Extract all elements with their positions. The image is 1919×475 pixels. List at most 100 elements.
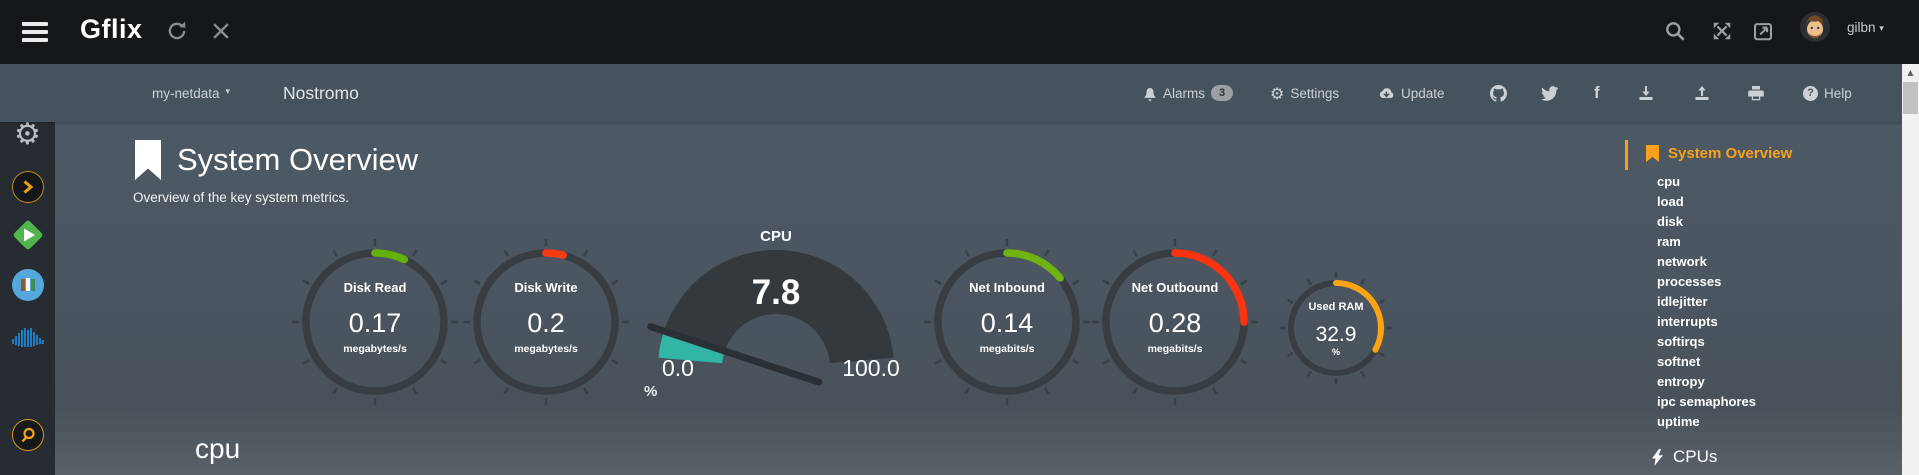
github-link[interactable] [1490,64,1507,122]
print-button[interactable] [1748,64,1764,122]
menu-item-softirqs[interactable]: softirqs [1657,334,1705,349]
gauge-disk-read[interactable]: Disk Read 0.17 megabytes/s [290,237,460,407]
alarms-label: Alarms [1163,85,1206,101]
gauge-value: 0.28 [1148,308,1202,338]
import-snapshot-button[interactable] [1638,64,1654,122]
menu-item-softnet[interactable]: softnet [1657,354,1701,369]
cpu-gauge-value: 7.8 [751,273,801,312]
alarms-button[interactable]: Alarms 3 [1143,64,1234,122]
gauge-label: Net Outbound [1131,280,1219,295]
menu-item-idlejitter[interactable]: idlejitter [1657,294,1708,309]
upload-icon [1695,85,1709,100]
twitter-link[interactable] [1541,64,1558,122]
search-icon[interactable] [1664,20,1686,42]
menu-item-disk[interactable]: disk [1657,214,1684,229]
app-title: Gflix [80,14,143,44]
emby-app-icon[interactable] [11,219,44,251]
refresh-icon[interactable] [166,20,188,42]
twitter-icon [1541,85,1558,101]
settings-label: Settings [1290,85,1340,101]
fullscreen-icon[interactable] [1711,20,1733,42]
hostname-label[interactable]: Nostromo [283,82,359,103]
menu-item-cpu[interactable]: cpu [1657,174,1681,189]
user-avatar[interactable] [1800,12,1830,42]
user-menu[interactable]: gilbn ▾ [1847,20,1884,35]
cpu-gauge-min: 0.0 [662,355,694,381]
new-tab-icon[interactable] [1752,20,1774,42]
menu-item-ipc-semaphores[interactable]: ipc semaphores [1657,394,1756,409]
plex-chevron-icon [23,180,33,194]
menu-item-interrupts[interactable]: interrupts [1657,314,1718,329]
menu-item-ram[interactable]: ram [1657,234,1681,249]
cpu-gauge-title: CPU [760,228,792,245]
plex-app-icon[interactable] [11,171,44,203]
gauge-label: Net Inbound [969,280,1045,295]
update-button[interactable]: Update [1378,64,1445,122]
menu-item-processes[interactable]: processes [1657,274,1722,289]
netdata-navbar: my-netdata ▾ Nostromo Alarms 3 ⚙ Setting… [0,64,1919,122]
hamburger-menu-icon[interactable] [22,22,48,42]
settings-button[interactable]: ⚙ Settings [1270,64,1339,122]
page-scrollbar[interactable]: ▲ [1902,64,1919,475]
export-snapshot-button[interactable] [1694,64,1710,122]
server-dropdown[interactable]: my-netdata ▾ [152,64,230,122]
magnifier-icon [21,427,35,443]
gauge-net-inbound[interactable]: Net Inbound 0.14 megabits/s [922,237,1092,407]
printer-icon [1748,85,1764,100]
active-section-indicator [1625,140,1628,170]
bell-icon [1144,87,1156,101]
cpu-gauge-units: % [644,383,658,400]
chevron-down-icon: ▾ [225,87,231,97]
gauge-units: megabytes/s [514,343,578,355]
gauge-value: 0.14 [980,308,1034,338]
user-caret-icon: ▾ [1879,24,1884,34]
gauge-value: 0.2 [527,308,565,338]
avatar-face [1800,12,1830,42]
help-button[interactable]: ? Help [1803,64,1852,122]
alarms-count-badge: 3 [1211,85,1234,101]
help-label: Help [1824,85,1852,101]
library-app-icon[interactable] [11,269,44,301]
cloud-download-icon [1379,87,1394,98]
update-label: Update [1401,85,1445,101]
scroll-up-arrow[interactable]: ▲ [1907,67,1914,77]
cpu-section-title: cpu [195,433,241,464]
gauge-label: Disk Read [343,280,407,295]
gauge-net-outbound[interactable]: Net Outbound 0.28 megabits/s [1090,237,1260,407]
menu-item-uptime[interactable]: uptime [1657,414,1700,429]
app-sidebar: ⚙ [0,64,55,475]
gauge-label: Disk Write [514,280,578,295]
cpu-gauge-max: 100.0 [842,355,900,381]
gauge-units: megabits/s [1147,343,1203,355]
section-header: System Overview [133,140,418,180]
facebook-link[interactable]: f [1594,64,1600,122]
soundwave-app-icon[interactable] [10,326,46,348]
bookmark-icon [1646,144,1659,162]
gauge-units: megabytes/s [343,343,407,355]
search-app-icon[interactable] [11,419,44,451]
top-bar: Gflix [0,0,1919,64]
gauge-units: % [1331,347,1340,357]
menu-item-load[interactable]: load [1657,194,1684,209]
server-dropdown-label: my-netdata [152,85,220,101]
menu-section-cpus[interactable]: CPUs [1652,447,1896,467]
gauge-used-ram[interactable]: Used RAM 32.9 % [1272,264,1400,392]
gauge-disk-write[interactable]: Disk Write 0.2 megabytes/s [461,237,631,407]
scrollbar-thumb[interactable] [1903,82,1918,114]
menu-item-network[interactable]: network [1657,254,1707,269]
section-subtitle: Overview of the key system metrics. [133,190,350,205]
github-icon [1490,84,1507,102]
settings-gear-icon[interactable]: ⚙ [14,117,41,152]
gauge-cpu[interactable]: CPU 7.8 0.0 100.0 % [636,225,916,435]
gauge-units: megabits/s [979,343,1035,355]
gear-icon: ⚙ [1270,83,1285,103]
menu-item-system-overview[interactable]: System Overview [1646,140,1896,166]
section-title: System Overview [177,142,419,177]
menu-item-entropy[interactable]: entropy [1657,374,1705,389]
close-icon[interactable] [210,20,232,42]
username-label: gilbn [1847,20,1876,35]
help-icon: ? [1803,85,1818,101]
download-icon [1639,85,1653,100]
books-icon [20,278,35,291]
